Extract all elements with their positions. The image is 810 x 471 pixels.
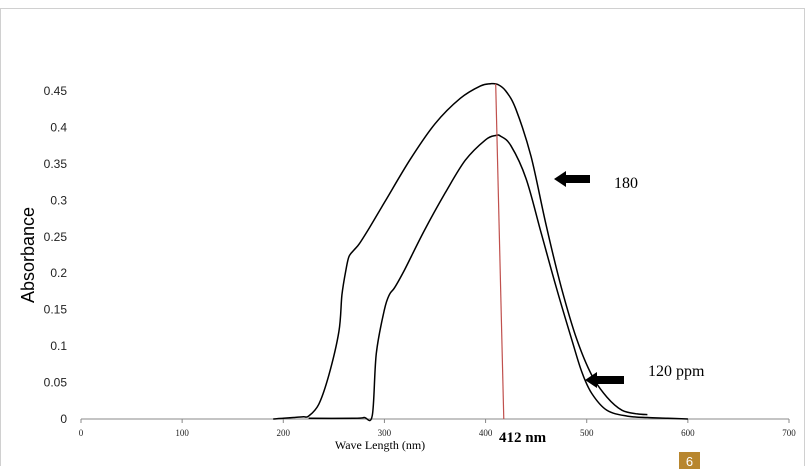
y-tick-label: 0.3 (50, 193, 67, 207)
annotation-120ppm: 120 ppm (585, 363, 705, 388)
y-axis-label: Absorbance (18, 207, 38, 303)
x-tick-label: 700 (782, 428, 796, 438)
x-tick-label: 100 (175, 428, 189, 438)
x-tick-label: 600 (681, 428, 695, 438)
page-number-badge: 6 (679, 452, 700, 469)
lambda-max-label: 412 nm (499, 430, 547, 446)
y-tick-label: 0.05 (44, 376, 68, 390)
chart-frame (0, 8, 805, 466)
y-tick-label: 0.4 (50, 120, 67, 134)
absorbance-curves (273, 82, 688, 422)
annotation-180-label: 180 (614, 175, 638, 192)
y-tick-label: 0.35 (44, 157, 68, 171)
x-axis-ticks: 0 100 200 300 400 500 600 700 (79, 419, 796, 438)
y-tick-label: 0.15 (44, 303, 68, 317)
series-120ppm-line (308, 134, 688, 422)
x-tick-label: 0 (79, 428, 84, 438)
y-tick-label: 0.2 (50, 266, 67, 280)
y-tick-label: 0.45 (44, 84, 68, 98)
arrow-120ppm-icon (585, 372, 624, 388)
x-tick-label: 200 (277, 428, 291, 438)
y-tick-label: 0 (60, 412, 67, 426)
lambda-max-line (495, 83, 505, 420)
x-axis-label: Wave Length (nm) (335, 438, 425, 452)
arrow-180-icon (554, 171, 590, 187)
x-tick-label: 400 (479, 428, 493, 438)
y-axis-ticks: 0 0.05 0.1 0.15 0.2 0.25 0.3 0.35 0.4 0.45 (44, 84, 68, 426)
annotation-180: 180 (554, 171, 638, 192)
y-tick-label: 0.25 (44, 230, 68, 244)
y-tick-label: 0.1 (50, 339, 67, 353)
x-tick-label: 500 (580, 428, 594, 438)
series-180-line (273, 82, 648, 420)
annotation-120ppm-label: 120 ppm (648, 363, 705, 380)
x-tick-label: 300 (378, 428, 392, 438)
